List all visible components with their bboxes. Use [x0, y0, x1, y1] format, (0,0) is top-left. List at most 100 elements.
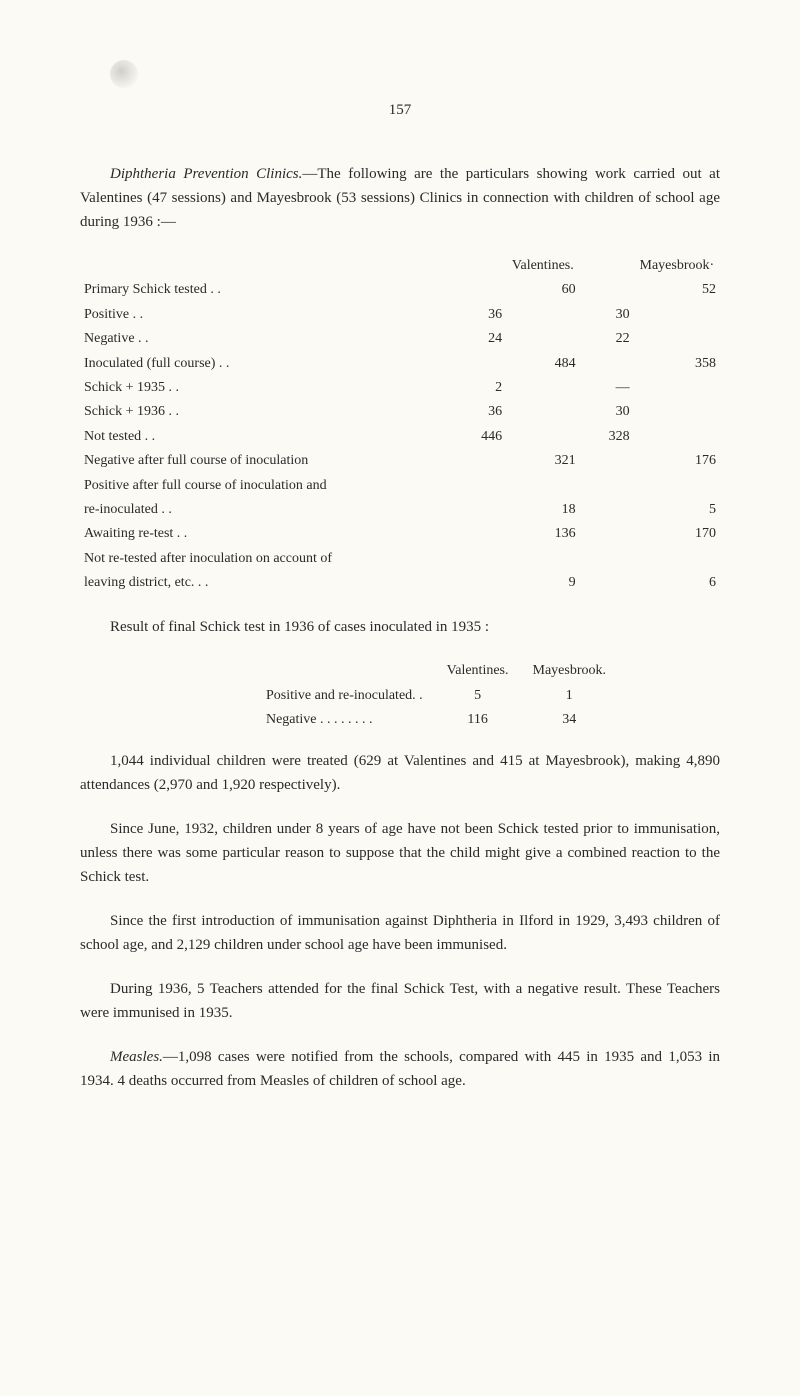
- row-sub2: [580, 449, 634, 473]
- row-label: Schick + 1935 . .: [80, 376, 452, 400]
- table-row: Awaiting re-test . . 136 170: [80, 522, 720, 546]
- page-number: 157: [80, 98, 720, 122]
- row-label: Schick + 1936 . .: [80, 400, 452, 424]
- row-label: Not tested . .: [80, 425, 452, 449]
- row-mayesbrook: 358: [634, 352, 720, 376]
- row-sub1: 36: [452, 400, 506, 424]
- result-header-valentines: Valentines.: [435, 659, 521, 683]
- result-header-mayesbrook: Mayesbrook.: [521, 659, 619, 683]
- result-table: Valentines. Mayesbrook. Positive and re-…: [182, 659, 618, 732]
- row-mayesbrook: 176: [634, 449, 720, 473]
- row-label: Inoculated (full course) . .: [80, 352, 452, 376]
- row-valentines: 9: [506, 571, 579, 595]
- header-mayesbrook: Mayesbrook·: [634, 254, 720, 278]
- body-paragraph: 1,044 individual children were treated (…: [80, 749, 720, 797]
- row-mayesbrook: 1: [521, 684, 619, 708]
- body-paragraph: During 1936, 5 Teachers attended for the…: [80, 977, 720, 1025]
- row-sub1: 36: [452, 303, 506, 327]
- row-sub2: —: [580, 376, 634, 400]
- row-mayesbrook: 5: [634, 498, 720, 522]
- row-label: Positive after full course of inoculatio…: [80, 474, 452, 498]
- row-valentines: [506, 547, 579, 571]
- table-row: Positive after full course of inoculatio…: [80, 474, 720, 498]
- table-row: Not tested . .446328: [80, 425, 720, 449]
- table-row: re-inoculated . . 18 5: [80, 498, 720, 522]
- row-sub2: [580, 571, 634, 595]
- row-mayesbrook: [634, 425, 720, 449]
- table-row: Not re-tested after inoculation on accou…: [80, 547, 720, 571]
- table-row: Schick + 1936 . .36 30: [80, 400, 720, 424]
- row-valentines: [506, 303, 579, 327]
- table-row: Positive . .3630: [80, 303, 720, 327]
- table-row: Positive and re-inoculated. .51: [182, 684, 618, 708]
- table-row: Schick + 1935 . .2 —: [80, 376, 720, 400]
- row-sub2: [580, 547, 634, 571]
- table-row: Negative . . . . . . . .11634: [182, 708, 618, 732]
- row-mayesbrook: 6: [634, 571, 720, 595]
- row-sub1: 24: [452, 327, 506, 351]
- row-valentines: 18: [506, 498, 579, 522]
- row-sub2: [580, 498, 634, 522]
- row-label: Positive and re-inoculated. .: [182, 684, 435, 708]
- schick-header-row: Valentines. Mayesbrook·: [80, 254, 720, 278]
- row-mayesbrook: [634, 400, 720, 424]
- row-valentines: 116: [435, 708, 521, 732]
- row-valentines: [506, 327, 579, 351]
- row-sub2: [580, 352, 634, 376]
- row-mayesbrook: [634, 474, 720, 498]
- row-mayesbrook: [634, 327, 720, 351]
- table-row: Inoculated (full course) . . 484 358: [80, 352, 720, 376]
- intro-lead: Diphtheria Prevention Clinics.: [110, 166, 302, 182]
- row-valentines: 5: [435, 684, 521, 708]
- row-valentines: 136: [506, 522, 579, 546]
- intro-paragraph: Diphtheria Prevention Clinics.—The follo…: [80, 162, 720, 234]
- row-valentines: 321: [506, 449, 579, 473]
- schick-table: Valentines. Mayesbrook· Primary Schick t…: [80, 254, 720, 595]
- table-row: Negative . .2422: [80, 327, 720, 351]
- row-mayesbrook: 170: [634, 522, 720, 546]
- row-valentines: [506, 474, 579, 498]
- row-sub1: [452, 352, 506, 376]
- row-sub2: [580, 522, 634, 546]
- result-header-row: Valentines. Mayesbrook.: [182, 659, 618, 683]
- row-sub1: [452, 278, 506, 302]
- row-sub2: [580, 278, 634, 302]
- row-sub1: 2: [452, 376, 506, 400]
- row-mayesbrook: 52: [634, 278, 720, 302]
- row-sub1: [452, 449, 506, 473]
- row-label: leaving district, etc. . .: [80, 571, 452, 595]
- measles-lead: Measles.: [110, 1049, 163, 1065]
- row-valentines: 60: [506, 278, 579, 302]
- row-mayesbrook: [634, 303, 720, 327]
- result-heading: Result of final Schick test in 1936 of c…: [80, 615, 720, 639]
- row-sub1: [452, 571, 506, 595]
- header-valentines: Valentines.: [506, 254, 579, 278]
- row-valentines: [506, 376, 579, 400]
- row-label: re-inoculated . .: [80, 498, 452, 522]
- measles-paragraph: Measles.—1,098 cases were notified from …: [80, 1045, 720, 1093]
- row-sub2: 22: [580, 327, 634, 351]
- body-paragraph: Since June, 1932, children under 8 years…: [80, 817, 720, 889]
- row-mayesbrook: [634, 376, 720, 400]
- table-row: leaving district, etc. . . 9 6: [80, 571, 720, 595]
- row-sub2: 30: [580, 400, 634, 424]
- row-valentines: [506, 425, 579, 449]
- row-sub1: 446: [452, 425, 506, 449]
- row-valentines: 484: [506, 352, 579, 376]
- row-sub1: [452, 474, 506, 498]
- row-sub2: [580, 474, 634, 498]
- table-row: Primary Schick tested . . 60 52: [80, 278, 720, 302]
- row-sub1: [452, 498, 506, 522]
- row-label: Not re-tested after inoculation on accou…: [80, 547, 452, 571]
- row-mayesbrook: [634, 547, 720, 571]
- row-label: Negative . . . . . . . .: [182, 708, 435, 732]
- measles-rest: —1,098 cases were notified from the scho…: [80, 1049, 720, 1089]
- row-label: Primary Schick tested . .: [80, 278, 452, 302]
- row-valentines: [506, 400, 579, 424]
- page-smudge: [110, 60, 138, 88]
- row-label: Awaiting re-test . .: [80, 522, 452, 546]
- table-row: Negative after full course of inoculatio…: [80, 449, 720, 473]
- row-sub1: [452, 547, 506, 571]
- row-sub2: 30: [580, 303, 634, 327]
- row-mayesbrook: 34: [521, 708, 619, 732]
